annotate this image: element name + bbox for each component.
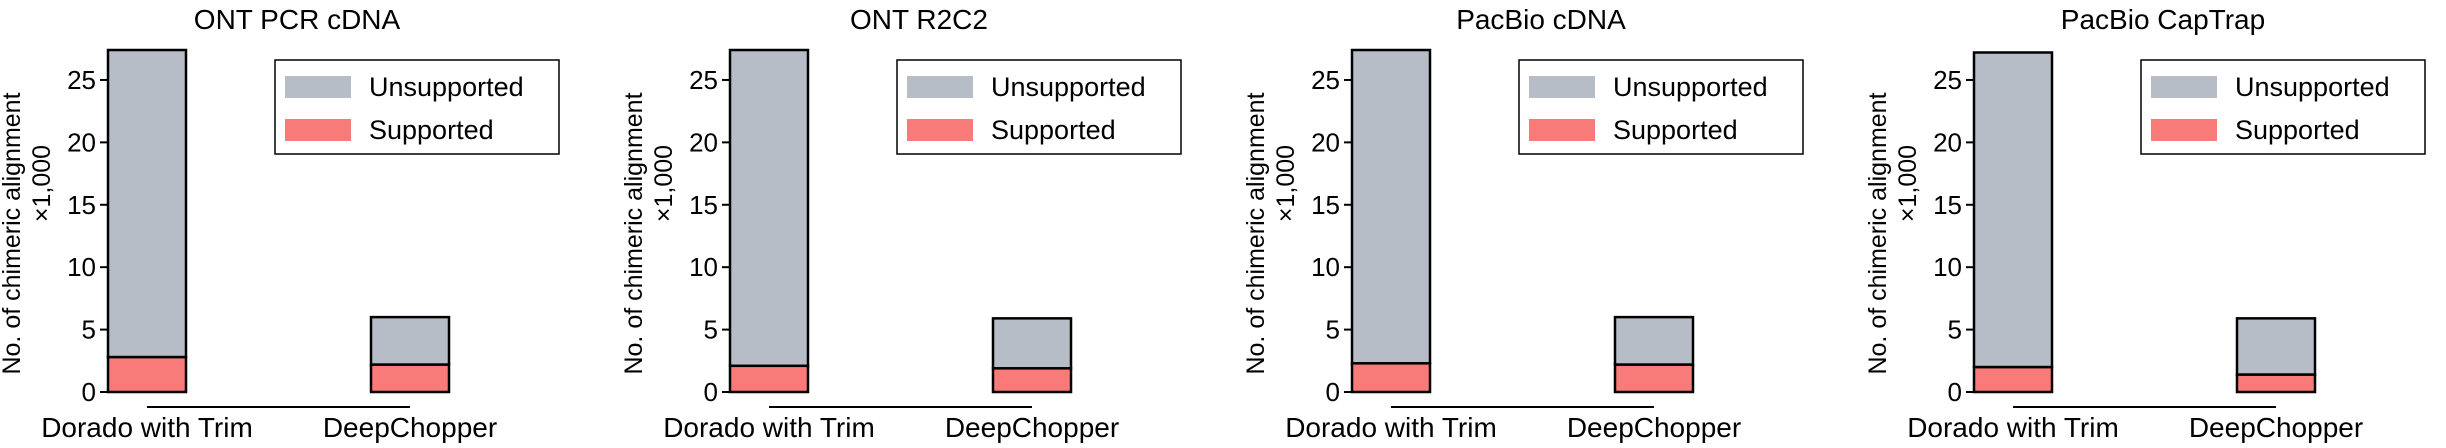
- bar-unsupported: [728, 48, 810, 368]
- chart-title: PacBio CapTrap: [2061, 4, 2265, 35]
- chart-panel-2: ONT R2C2 No. of chimeric alignment ×1,000 0…: [620, 4, 1182, 443]
- legend-label: Supported: [2235, 115, 2360, 145]
- y-tick-label: 25: [1933, 65, 1962, 95]
- y-axis-unit-label: ×1,000: [28, 145, 56, 222]
- y-tick-label: 25: [67, 65, 96, 95]
- y-axis-label: No. of chimeric alignment: [0, 92, 26, 374]
- chart-panel-1: ONT PCR cDNA No. of chimeric alignment ×1,…: [0, 4, 560, 443]
- chart-panel-3: PacBio cDNA No. of chimeric alignment ×1,0…: [1242, 4, 1804, 443]
- y-tick-label: 20: [1311, 127, 1340, 157]
- legend-swatch-unsupported: [907, 76, 973, 98]
- legend-label: Unsupported: [2235, 72, 2390, 102]
- y-axis-label: No. of chimeric alignment: [1864, 92, 1892, 374]
- bar-unsupported: [106, 48, 188, 359]
- legend-swatch-supported: [285, 119, 351, 141]
- chart-title: ONT PCR cDNA: [194, 4, 401, 35]
- legend-swatch-unsupported: [1529, 76, 1595, 98]
- chart-title: PacBio cDNA: [1456, 4, 1626, 35]
- chart-panel-4: PacBio CapTrap No. of chimeric alignment ×…: [1864, 4, 2426, 443]
- x-tick-label: DeepChopper: [323, 412, 497, 443]
- bar-supported: [728, 364, 810, 394]
- y-tick-label: 20: [67, 127, 96, 157]
- y-axis-unit-label: ×1,000: [1272, 145, 1300, 222]
- bar-supported: [991, 367, 1073, 394]
- y-tick-label: 5: [1326, 315, 1340, 345]
- y-tick-label: 5: [704, 315, 718, 345]
- bar-supported: [2235, 373, 2317, 394]
- legend-swatch-supported: [1529, 119, 1595, 141]
- y-tick-label: 0: [1326, 377, 1340, 407]
- legend-swatch-supported: [907, 119, 973, 141]
- bar-supported: [1972, 365, 2054, 394]
- bar-supported: [1350, 362, 1432, 394]
- y-tick-label: 20: [1933, 127, 1962, 157]
- y-tick-label: 10: [689, 252, 718, 282]
- x-tick-label: Dorado with Trim: [41, 412, 253, 443]
- y-tick-label: 25: [689, 65, 718, 95]
- legend-label: Unsupported: [369, 72, 524, 102]
- y-tick-label: 15: [1933, 190, 1962, 220]
- y-tick-label: 5: [82, 315, 96, 345]
- y-tick-label: 25: [1311, 65, 1340, 95]
- legend-label: Unsupported: [991, 72, 1146, 102]
- x-tick-label: DeepChopper: [2189, 412, 2363, 443]
- bar-unsupported: [1350, 48, 1432, 365]
- legend-label: Unsupported: [1613, 72, 1768, 102]
- y-tick-label: 10: [1311, 252, 1340, 282]
- x-tick-label: Dorado with Trim: [663, 412, 875, 443]
- x-tick-label: DeepChopper: [1567, 412, 1741, 443]
- y-axis-label: No. of chimeric alignment: [620, 92, 648, 374]
- bar-supported: [369, 363, 451, 394]
- y-tick-label: 15: [1311, 190, 1340, 220]
- y-axis-unit-label: ×1,000: [650, 145, 678, 222]
- x-tick-label: Dorado with Trim: [1907, 412, 2119, 443]
- bar-unsupported: [2235, 317, 2317, 376]
- y-tick-label: 20: [689, 127, 718, 157]
- legend-label: Supported: [1613, 115, 1738, 145]
- legend-label: Supported: [369, 115, 494, 145]
- y-axis-unit-label: ×1,000: [1894, 145, 1922, 222]
- bar-supported: [1613, 363, 1695, 394]
- y-tick-label: 15: [689, 190, 718, 220]
- legend-swatch-unsupported: [2151, 76, 2217, 98]
- bar-unsupported: [991, 317, 1073, 370]
- y-tick-label: 5: [1948, 315, 1962, 345]
- chart-title: ONT R2C2: [850, 4, 988, 35]
- bar-supported: [106, 355, 188, 394]
- y-tick-label: 10: [67, 252, 96, 282]
- bar-unsupported: [1613, 315, 1695, 366]
- y-tick-label: 0: [1948, 377, 1962, 407]
- x-tick-label: DeepChopper: [945, 412, 1119, 443]
- legend-swatch-unsupported: [285, 76, 351, 98]
- y-tick-label: 15: [67, 190, 96, 220]
- y-tick-label: 0: [82, 377, 96, 407]
- legend-swatch-supported: [2151, 119, 2217, 141]
- legend-label: Supported: [991, 115, 1116, 145]
- bar-unsupported: [1972, 51, 2054, 369]
- y-tick-label: 10: [1933, 252, 1962, 282]
- y-axis-label: No. of chimeric alignment: [1242, 92, 1270, 374]
- bar-unsupported: [369, 315, 451, 366]
- y-tick-label: 0: [704, 377, 718, 407]
- x-tick-label: Dorado with Trim: [1285, 412, 1497, 443]
